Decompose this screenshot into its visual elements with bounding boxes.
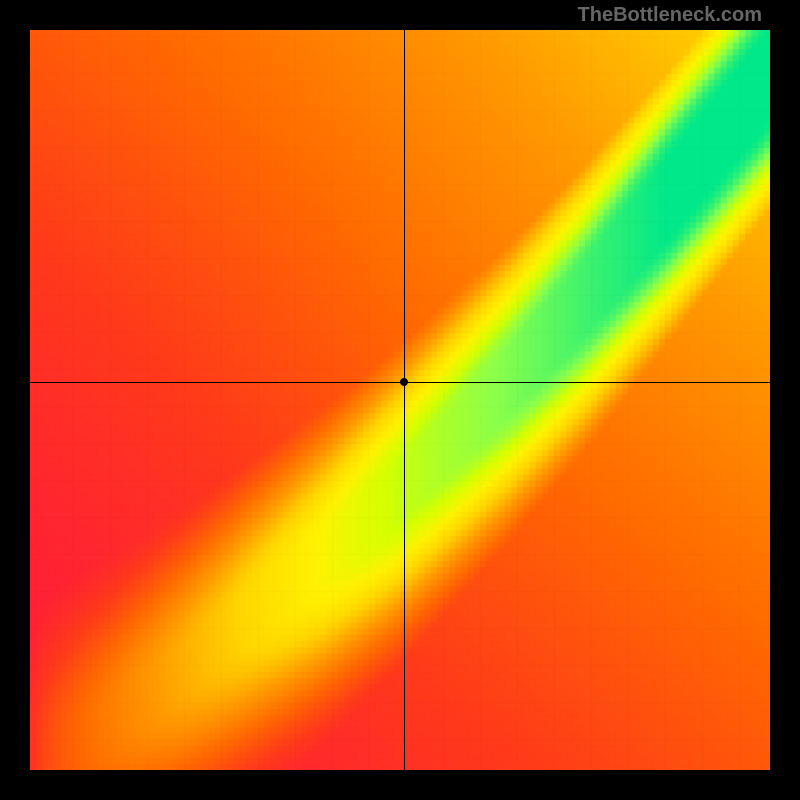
plot-area bbox=[30, 30, 770, 770]
watermark-text: TheBottleneck.com bbox=[578, 4, 762, 27]
crosshair-vertical bbox=[404, 30, 405, 770]
marker-dot bbox=[400, 378, 408, 386]
heatmap-canvas bbox=[30, 30, 770, 770]
